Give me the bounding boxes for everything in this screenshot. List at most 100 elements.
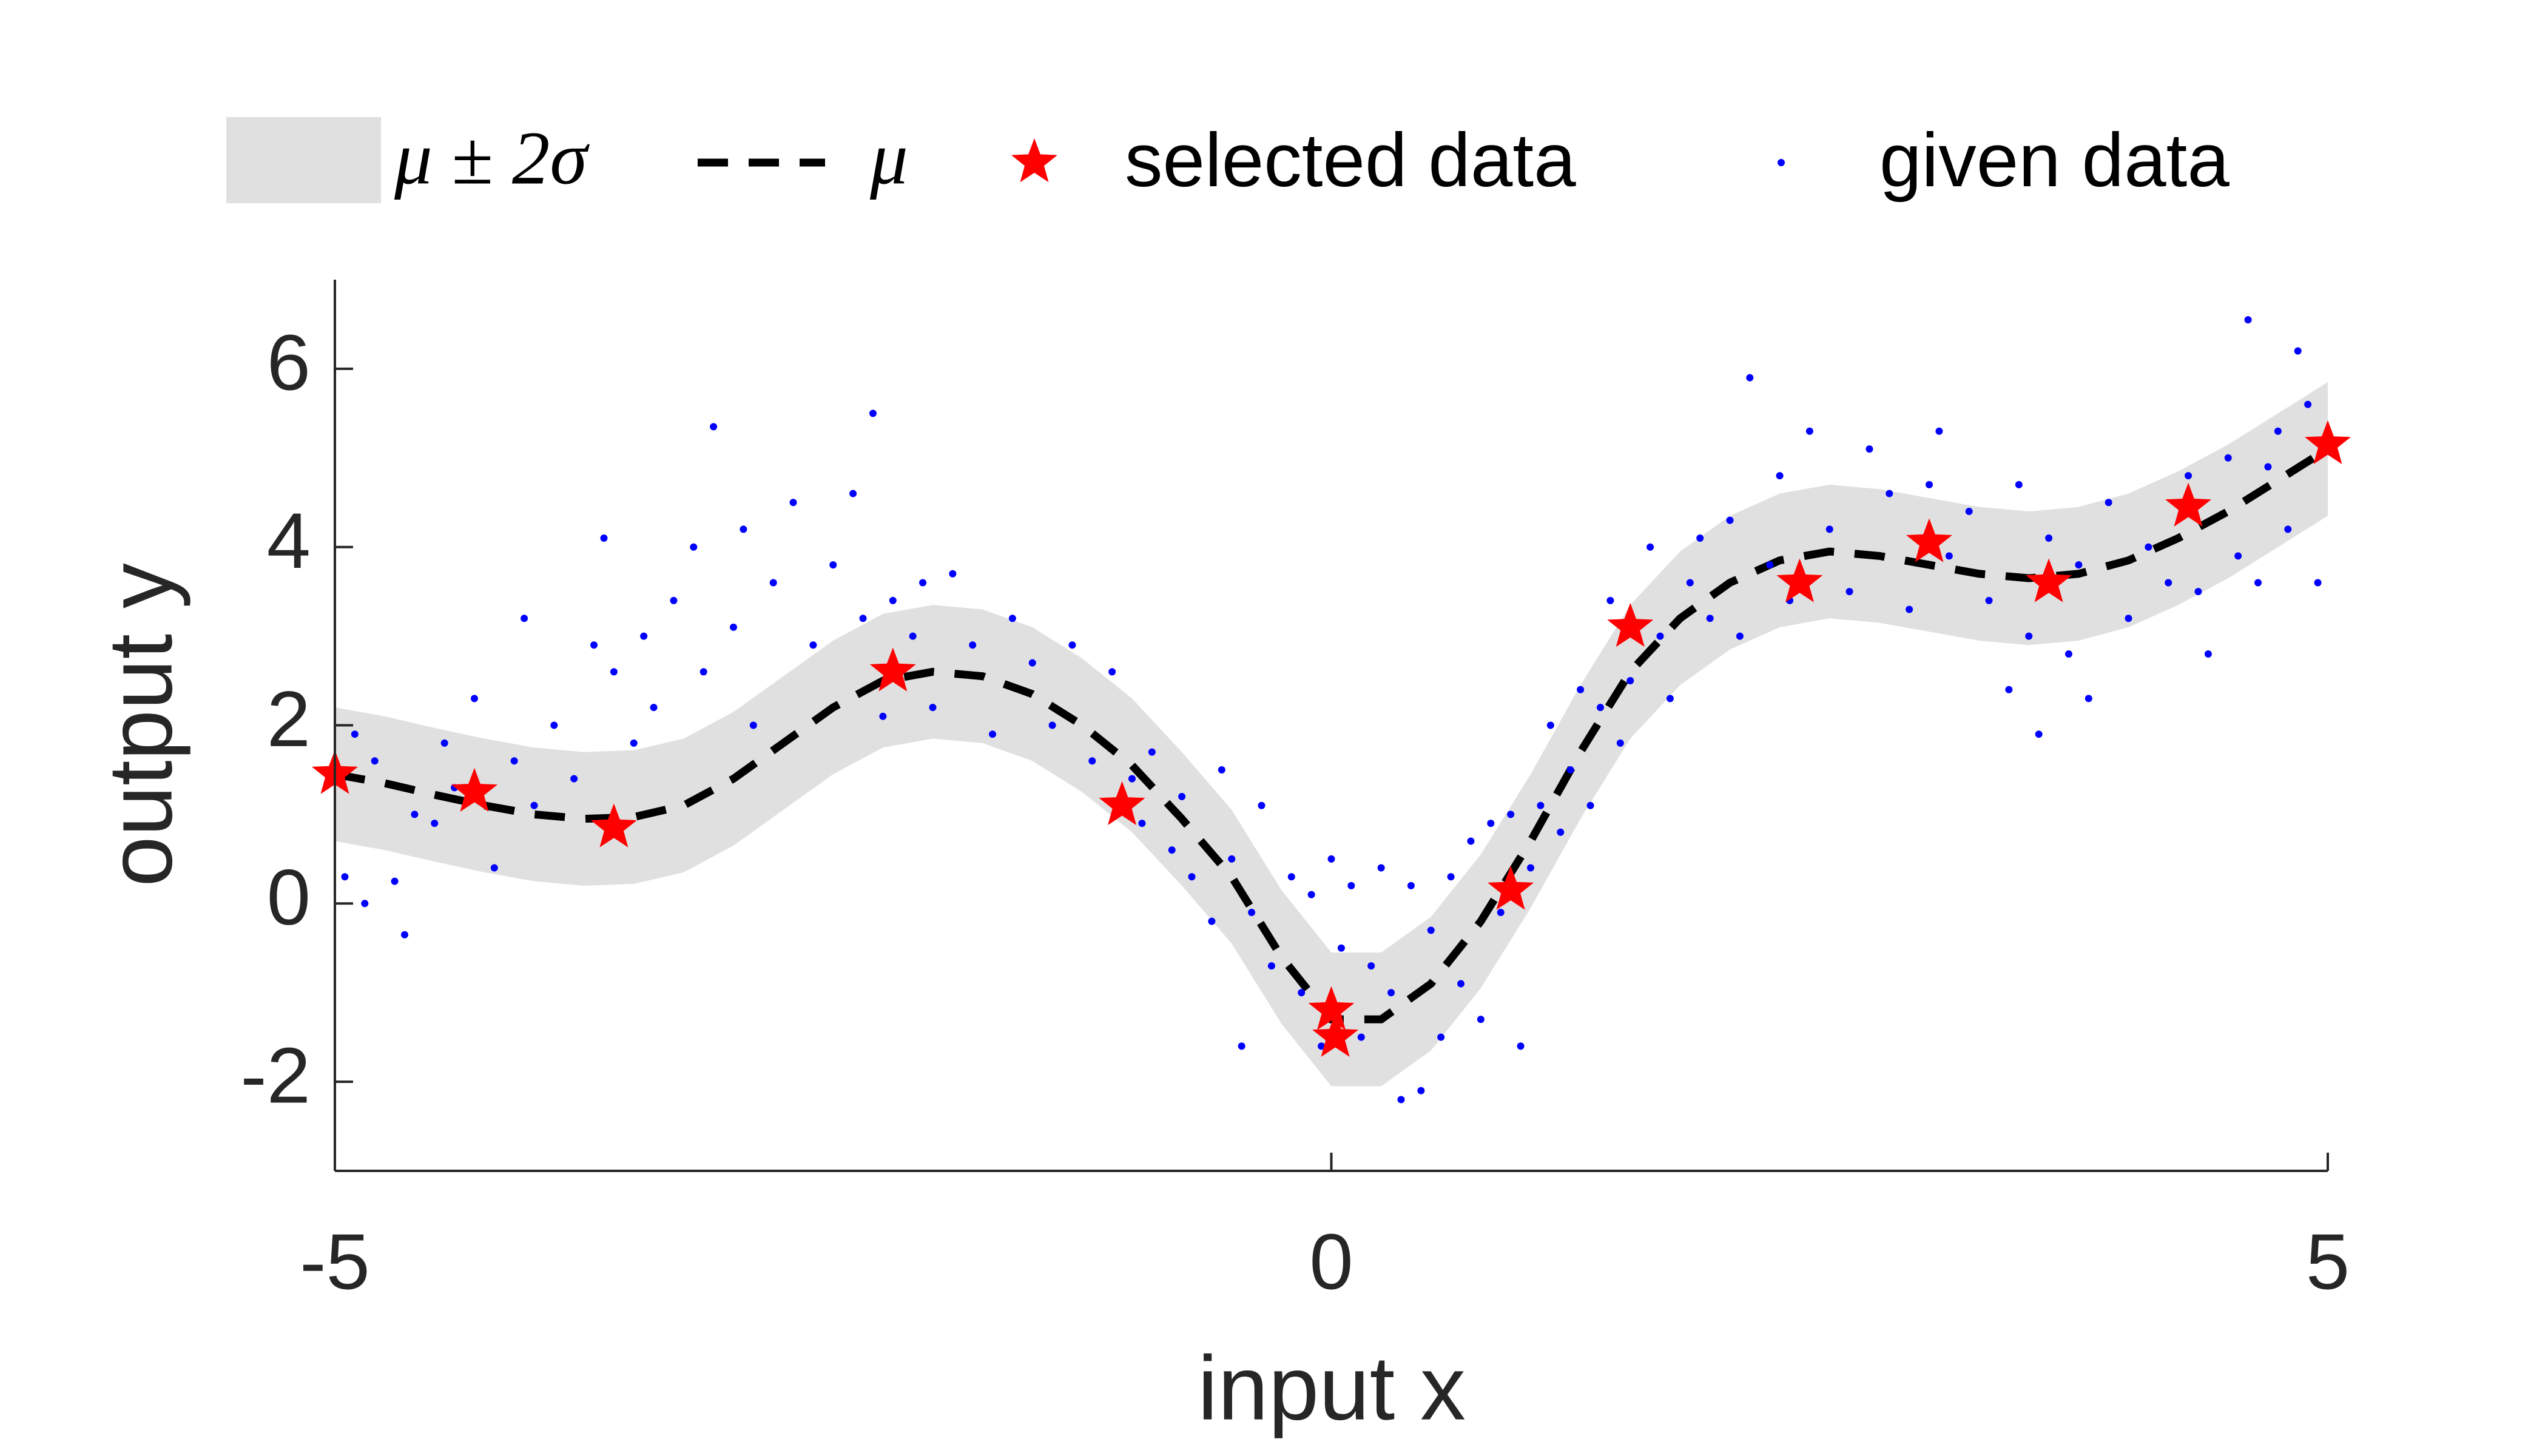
given-point [1258, 801, 1266, 809]
given-point [2274, 427, 2282, 435]
y-tick-label: 6 [267, 318, 311, 406]
given-point [2064, 650, 2072, 658]
selected-point [451, 767, 497, 812]
given-point [590, 641, 598, 649]
selected-point [2165, 482, 2212, 527]
given-point [391, 877, 399, 885]
given-point [1467, 837, 1475, 845]
given-point [570, 775, 578, 783]
given-point [2105, 499, 2112, 507]
given-point [2314, 579, 2322, 587]
given-point [550, 721, 558, 729]
given-point [1367, 962, 1375, 970]
given-point [859, 615, 867, 622]
given-point [1407, 881, 1415, 889]
given-point [1447, 873, 1455, 881]
given-point [2005, 686, 2013, 693]
selected-point [1312, 1013, 1359, 1057]
legend: μ ± 2σ μ selected data given data [226, 117, 2230, 203]
given-point [600, 534, 608, 542]
given-point [1208, 917, 1216, 925]
confidence-band [335, 382, 2328, 1087]
given-point [1238, 1042, 1245, 1050]
given-point [2244, 316, 2252, 324]
given-point [1417, 1087, 1425, 1094]
given-point [361, 900, 369, 908]
given-point [670, 596, 678, 604]
given-point [1377, 864, 1385, 872]
given-point [1318, 1042, 1326, 1050]
given-point [1457, 980, 1465, 988]
given-point [849, 490, 857, 497]
y-tick-label: 0 [267, 853, 311, 942]
given-point [949, 570, 957, 578]
given-point [1766, 561, 1774, 569]
given-point [1337, 944, 1345, 952]
given-point [749, 721, 757, 729]
given-point [610, 668, 618, 676]
y-axis-label: output y [89, 563, 191, 887]
given-point [1606, 596, 1614, 604]
given-point [1886, 490, 1893, 497]
given-point [1028, 659, 1036, 667]
given-point [1008, 615, 1016, 622]
y-tick-label: 2 [267, 675, 311, 763]
given-point [2015, 480, 2023, 488]
given-point [730, 623, 737, 631]
given-point [710, 423, 718, 431]
selected-point [1488, 866, 1534, 910]
given-point [1357, 1033, 1365, 1041]
given-point [2294, 347, 2302, 355]
given-point [869, 410, 877, 417]
legend-swatch [1011, 138, 1057, 183]
given-point [699, 668, 707, 676]
given-point [1726, 516, 1734, 524]
given-point [1746, 374, 1754, 382]
given-point [1218, 766, 1225, 774]
given-point [1805, 427, 1813, 435]
legend-label: selected data [1125, 118, 1576, 203]
given-point [1666, 695, 1674, 703]
given-point [510, 757, 518, 765]
given-point [1437, 1033, 1445, 1041]
given-point [1487, 820, 1495, 827]
selected-point [869, 647, 916, 692]
given-point [1596, 704, 1604, 712]
given-point [809, 641, 817, 649]
given-point [1686, 579, 1694, 587]
selected-point [1607, 602, 1654, 647]
selected-point [1099, 781, 1145, 826]
given-point [2035, 730, 2043, 738]
given-point [989, 730, 997, 738]
given-point [879, 712, 887, 720]
given-point [2125, 615, 2132, 622]
given-point [341, 873, 349, 881]
given-point [1926, 480, 1933, 488]
given-point [1776, 472, 1784, 480]
x-tick-label: -5 [300, 1217, 370, 1306]
x-tick-label: 0 [1309, 1217, 1353, 1306]
given-point [1148, 748, 1156, 756]
given-point [1228, 855, 1236, 863]
given-point [1248, 908, 1256, 916]
selected-point [1776, 558, 1823, 602]
given-point [1327, 855, 1335, 863]
given-point [2304, 400, 2312, 408]
given-point [351, 730, 359, 738]
given-point [1397, 1096, 1405, 1104]
given-point [1048, 721, 1056, 729]
given-point [1706, 615, 1714, 622]
given-point [1527, 864, 1534, 872]
given-point [2075, 561, 2083, 569]
given-point [1566, 766, 1574, 774]
given-point [1267, 962, 1275, 970]
given-point [2045, 534, 2053, 542]
given-point [919, 579, 927, 587]
given-point [1546, 721, 1554, 729]
given-point [1178, 793, 1186, 801]
given-point [431, 820, 439, 827]
given-point [400, 931, 408, 939]
y-tick-label: -2 [240, 1031, 311, 1119]
given-point [1168, 846, 1176, 854]
given-point [1557, 828, 1565, 836]
